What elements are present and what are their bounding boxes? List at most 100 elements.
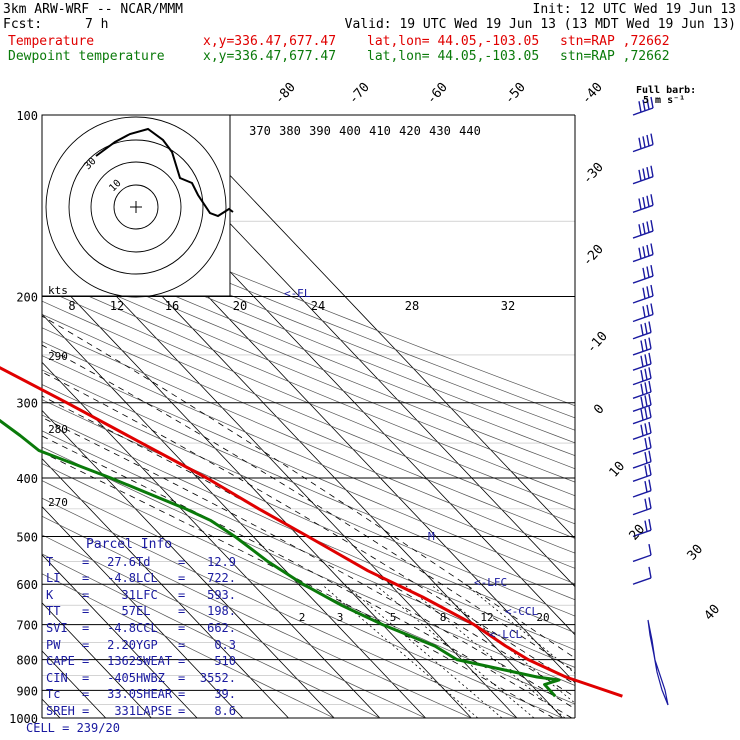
parcel-equals: = [82, 554, 90, 569]
wind-barb [632, 544, 652, 563]
wind-barb-staff [632, 275, 654, 284]
wind-barb-flag [648, 450, 652, 462]
low-level-wind-cluster [647, 619, 669, 706]
pressure-tick-label: 700 [16, 619, 38, 633]
isotherm-line [42, 457, 289, 718]
parcel-equals: = [82, 687, 90, 702]
isotherm-label: -30 [580, 160, 607, 187]
wind-barb-staff [632, 230, 654, 239]
dry-adiabat-label: 290 [48, 350, 68, 363]
dry-adiabat [42, 480, 563, 718]
mixing-ratio-label: 12 [480, 611, 493, 624]
dry-adiabat [42, 414, 575, 651]
wind-barb [632, 303, 654, 323]
moist-adiabat [42, 315, 575, 659]
wind-barb-flag [648, 337, 652, 349]
wind-barb-staff [632, 404, 652, 412]
wind-barb-flag [650, 303, 654, 315]
model-title: 3km ARW-WRF -- NCAR/MMM [3, 2, 184, 17]
wind-barb-flag [638, 198, 642, 210]
isotherm-line [42, 506, 244, 718]
wind-barb-flag [644, 338, 648, 351]
parcel-param-value: 510 [214, 654, 236, 669]
wet-bulb-label: 20 [233, 299, 247, 313]
wind-barb-flag [650, 243, 654, 255]
wind-barb-staff [632, 507, 652, 516]
wind-barb-flag [640, 324, 644, 336]
mixing-ratio-label: 5 [390, 611, 397, 624]
temperature-station: stn=RAP ,72662 [560, 34, 670, 49]
wind-barb-flag [650, 194, 654, 206]
wind-barb [632, 194, 654, 213]
parcel-param-value: 2.20 [107, 637, 136, 652]
wet-bulb-label: 12 [110, 299, 124, 313]
isotherm-line [172, 115, 575, 540]
wind-barb [632, 165, 654, 185]
parcel-equals: = [82, 654, 90, 669]
wind-barb-flag [648, 544, 652, 556]
wind-barb-flag [644, 423, 648, 435]
parcel-param-value: 39. [214, 687, 236, 702]
parcel-param-name: Td [136, 554, 151, 569]
wind-barb-flag [644, 452, 648, 464]
parcel-param-name: LFC [136, 587, 158, 602]
wind-barb-flag [640, 396, 644, 408]
moist-adiabat [42, 395, 575, 698]
wind-barb-flag [646, 244, 650, 257]
mixing-ratio-line [464, 583, 575, 674]
wind-barb [632, 243, 654, 263]
wind-barb-staff [632, 554, 652, 563]
isotherm-label: -50 [502, 80, 529, 107]
theta-label: 440 [459, 124, 481, 138]
hodograph-trace [95, 127, 234, 218]
parcel-param-value: 593. [207, 587, 236, 602]
dewpoint-profile-line [0, 418, 561, 698]
pressure-tick-label: 600 [16, 578, 38, 592]
wind-barb-staff [632, 490, 652, 498]
parcel-param-name: CCL [136, 620, 158, 635]
wind-barb-flag [642, 168, 646, 180]
wind-barb-flag [646, 166, 650, 179]
level-annotation-el: <-EL [284, 287, 311, 300]
parcel-equals: = [178, 687, 186, 702]
dry-adiabat [42, 553, 381, 718]
hodograph-ring [68, 139, 204, 275]
isotherm-label: -10 [584, 329, 611, 356]
wind-barb-staff [632, 331, 652, 340]
wind-barb-flag [642, 196, 646, 209]
wind-barb-staff [632, 204, 654, 213]
parcel-equals: = [82, 604, 90, 619]
dry-adiabat [42, 193, 575, 407]
wind-barb-flag [646, 195, 650, 207]
wind-barb-flag [646, 98, 650, 110]
temperature-xy: x,y=336.47,677.47 [203, 34, 337, 49]
parcel-param-name: LI [46, 571, 61, 586]
parcel-info-panel: Parcel Info T = 27.6 Td = 12.9 LI = -4.8 LCL = 722.… [26, 537, 236, 736]
wind-barb-staff [632, 363, 652, 371]
parcel-param-value: -405 [107, 670, 136, 685]
wind-barb-flag [648, 421, 652, 434]
wind-barb-flag [640, 355, 644, 367]
mixing-ratio-line [403, 583, 566, 718]
wind-barb-flag [640, 424, 644, 436]
isotherm-label: -70 [346, 80, 373, 107]
wind-barb-flag [650, 284, 654, 297]
parcel-cell: CELL = 239/20 [26, 720, 120, 735]
parcel-info-row: CAPE = 1362 SWEAT = 510 [46, 653, 236, 670]
parcel-param-value: -4.8 [107, 620, 136, 635]
parcel-equals: = [178, 637, 186, 652]
wind-barb-staff [632, 577, 652, 585]
wind-barb-flag [638, 247, 642, 259]
wind-barb [632, 421, 652, 440]
wind-barb-flag [644, 382, 648, 394]
parcel-param-value: 0.3 [214, 637, 236, 652]
theta-label: 420 [399, 124, 421, 138]
mixing-ratio-label: 2 [299, 611, 306, 624]
parcel-param-name: SHEAR [136, 687, 173, 702]
wind-barb [632, 264, 654, 284]
isotherm-line [42, 409, 335, 718]
wind-barb [632, 219, 654, 239]
wind-barb-flag [648, 367, 652, 379]
parcel-param-value: 662. [207, 620, 236, 635]
temperature-latlon: lat,lon= 44.05,-103.05 [367, 34, 540, 49]
